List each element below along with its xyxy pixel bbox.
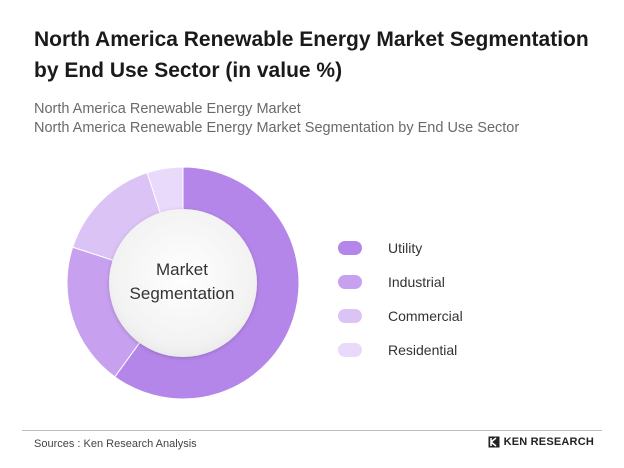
chart-subtitle: North America Renewable Energy Market No… — [34, 100, 614, 138]
donut-center-label: Market Segmentation — [129, 260, 235, 303]
legend-item-residential: Residential — [338, 333, 463, 367]
legend-item-utility: Utility — [338, 231, 463, 265]
legend-swatch — [338, 275, 362, 289]
legend-label: Commercial — [388, 308, 463, 324]
brand-name: KEN RESEARCH — [503, 436, 594, 448]
subtitle-line-1: North America Renewable Energy Market — [34, 101, 301, 117]
legend-label: Utility — [388, 240, 423, 256]
legend-label: Residential — [388, 342, 458, 358]
source-note: Sources : Ken Research Analysis — [34, 438, 197, 450]
brand-icon — [488, 436, 500, 448]
legend-item-industrial: Industrial — [338, 265, 463, 299]
legend-swatch — [338, 309, 362, 323]
chart-title: North America Renewable Energy Market Se… — [34, 28, 589, 82]
footer-divider — [22, 430, 602, 431]
legend-label: Industrial — [388, 274, 445, 290]
legend-swatch — [338, 241, 362, 255]
brand-logo-group: KEN RESEARCH — [488, 436, 594, 448]
donut-center — [109, 209, 257, 357]
subtitle-line-2: North America Renewable Energy Market Se… — [34, 120, 520, 136]
legend-swatch — [338, 343, 362, 357]
legend-item-commercial: Commercial — [338, 299, 463, 333]
chart-legend: Utility Industrial Commercial Residential — [338, 231, 463, 367]
